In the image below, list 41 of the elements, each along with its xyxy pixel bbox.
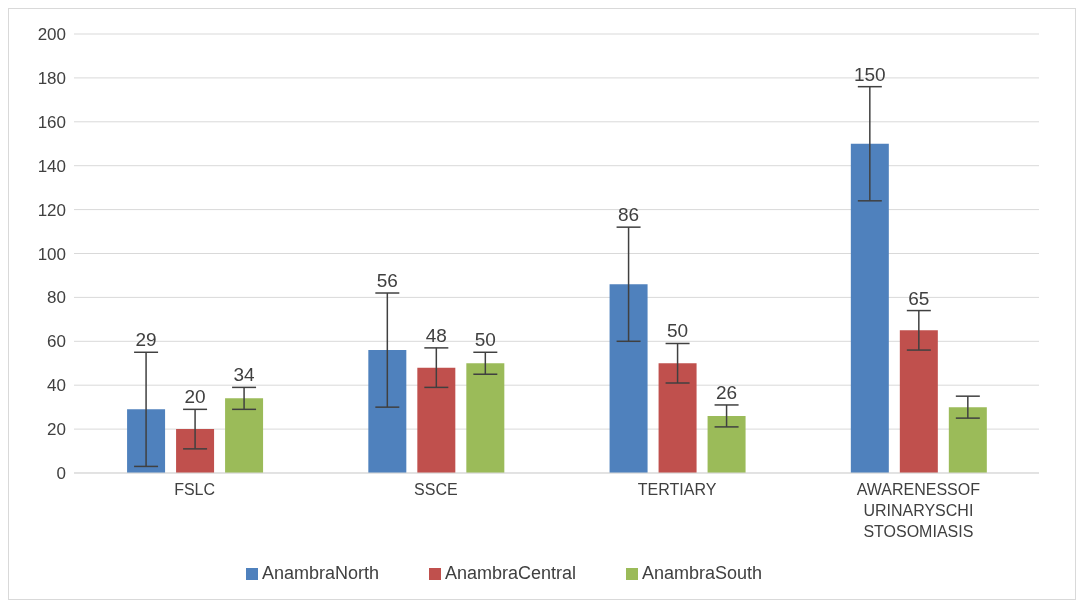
- y-tick-label: 180: [37, 68, 66, 88]
- data-label: 50: [474, 329, 496, 351]
- data-label: 86: [618, 204, 640, 226]
- x-tick-label: FSLC: [174, 481, 216, 498]
- y-tick-label: 140: [37, 156, 66, 176]
- data-label: 26: [716, 381, 738, 403]
- data-label: 150: [853, 63, 886, 85]
- y-tick-label: 120: [37, 200, 66, 220]
- legend-label: AnambraCentral: [444, 563, 577, 583]
- x-tick-label: SSCE: [414, 481, 458, 498]
- y-tick-label: 160: [37, 112, 66, 132]
- bar: [176, 429, 215, 473]
- y-tick-label: 60: [47, 332, 66, 352]
- y-tick-label: 80: [47, 288, 66, 308]
- bar: [225, 398, 264, 473]
- y-tick-label: 100: [37, 244, 66, 264]
- data-label: 20: [184, 386, 206, 408]
- bar: [368, 350, 407, 473]
- bar: [658, 363, 697, 473]
- legend-label: AnambraSouth: [642, 563, 763, 583]
- y-tick-label: 0: [56, 464, 66, 484]
- legend-label: AnambraNorth: [261, 563, 379, 583]
- y-tick-label: 200: [37, 25, 66, 45]
- bar: [899, 330, 938, 473]
- bar: [417, 367, 456, 473]
- bar: [850, 143, 889, 473]
- bar: [707, 415, 746, 473]
- bar: [948, 407, 987, 473]
- bar: [466, 363, 505, 473]
- x-tick-label: AWARENESSOF URINARYSCHI STOSOMIASIS: [856, 481, 981, 540]
- data-label: 50: [667, 320, 689, 342]
- data-label: 48: [425, 324, 447, 346]
- bar: [127, 409, 166, 473]
- y-tick-label: 20: [47, 420, 66, 440]
- data-label: 34: [233, 364, 256, 386]
- data-label: 29: [135, 329, 157, 351]
- bar: [609, 284, 648, 473]
- data-label: 56: [376, 270, 398, 292]
- x-tick-label: TERTIARY: [637, 481, 717, 498]
- data-label: 65: [908, 287, 930, 309]
- y-tick-label: 40: [47, 376, 66, 396]
